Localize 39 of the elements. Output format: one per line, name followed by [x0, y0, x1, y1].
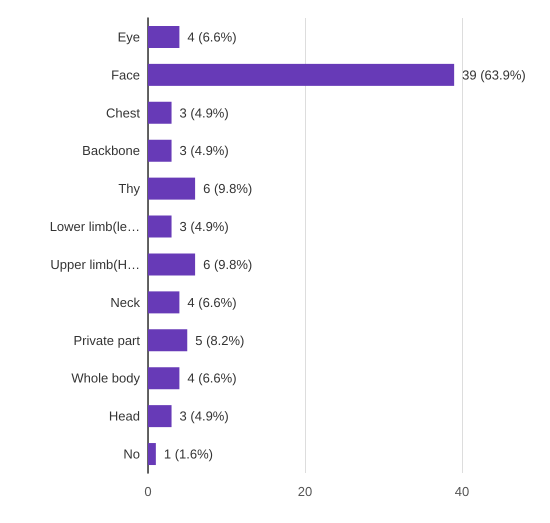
y-tick-label: No [123, 446, 140, 462]
bar [148, 216, 172, 238]
y-tick-label: Thy [118, 181, 140, 196]
data-label: 3 (4.9%) [180, 143, 229, 158]
y-tick-label: Neck [110, 294, 140, 310]
y-tick-label: Lower limb(le… [50, 219, 140, 234]
bar [148, 443, 156, 466]
bar [148, 405, 172, 428]
bar [148, 178, 196, 200]
x-tick-label: 20 [298, 484, 312, 499]
data-label: 6 (9.8%) [203, 256, 252, 272]
data-label: 3 (4.9%) [180, 408, 229, 424]
bar [148, 367, 180, 390]
data-label: 39 (63.9%) [462, 67, 526, 82]
data-label: 3 (4.9%) [180, 105, 229, 120]
y-tick-label: Face [111, 67, 140, 82]
bar [148, 64, 454, 86]
data-label: 4 (6.6%) [187, 29, 237, 44]
bar [148, 140, 172, 162]
y-tick-label: Private part [74, 332, 140, 348]
data-label: 4 (6.6%) [187, 294, 237, 310]
y-tick-label: Head [108, 408, 140, 424]
x-tick-label: 0 [144, 484, 152, 499]
y-tick-label: Chest [106, 105, 140, 120]
data-label: 5 (8.2%) [195, 332, 244, 348]
bar [148, 26, 180, 48]
data-label: 4 (6.6%) [187, 370, 237, 386]
bar [148, 291, 180, 314]
y-tick-label: Backbone [82, 143, 140, 158]
y-tick-label: Whole body [71, 370, 140, 386]
y-tick-label: Upper limb(H… [50, 256, 140, 272]
data-label: 6 (9.8%) [203, 181, 252, 196]
bar [148, 253, 196, 276]
data-label: 1 (1.6%) [164, 446, 213, 462]
data-label: 3 (4.9%) [180, 219, 229, 234]
x-tick-label: 40 [454, 484, 470, 499]
bar [148, 102, 172, 124]
y-tick-label: Eye [118, 29, 140, 44]
bar [148, 329, 188, 352]
